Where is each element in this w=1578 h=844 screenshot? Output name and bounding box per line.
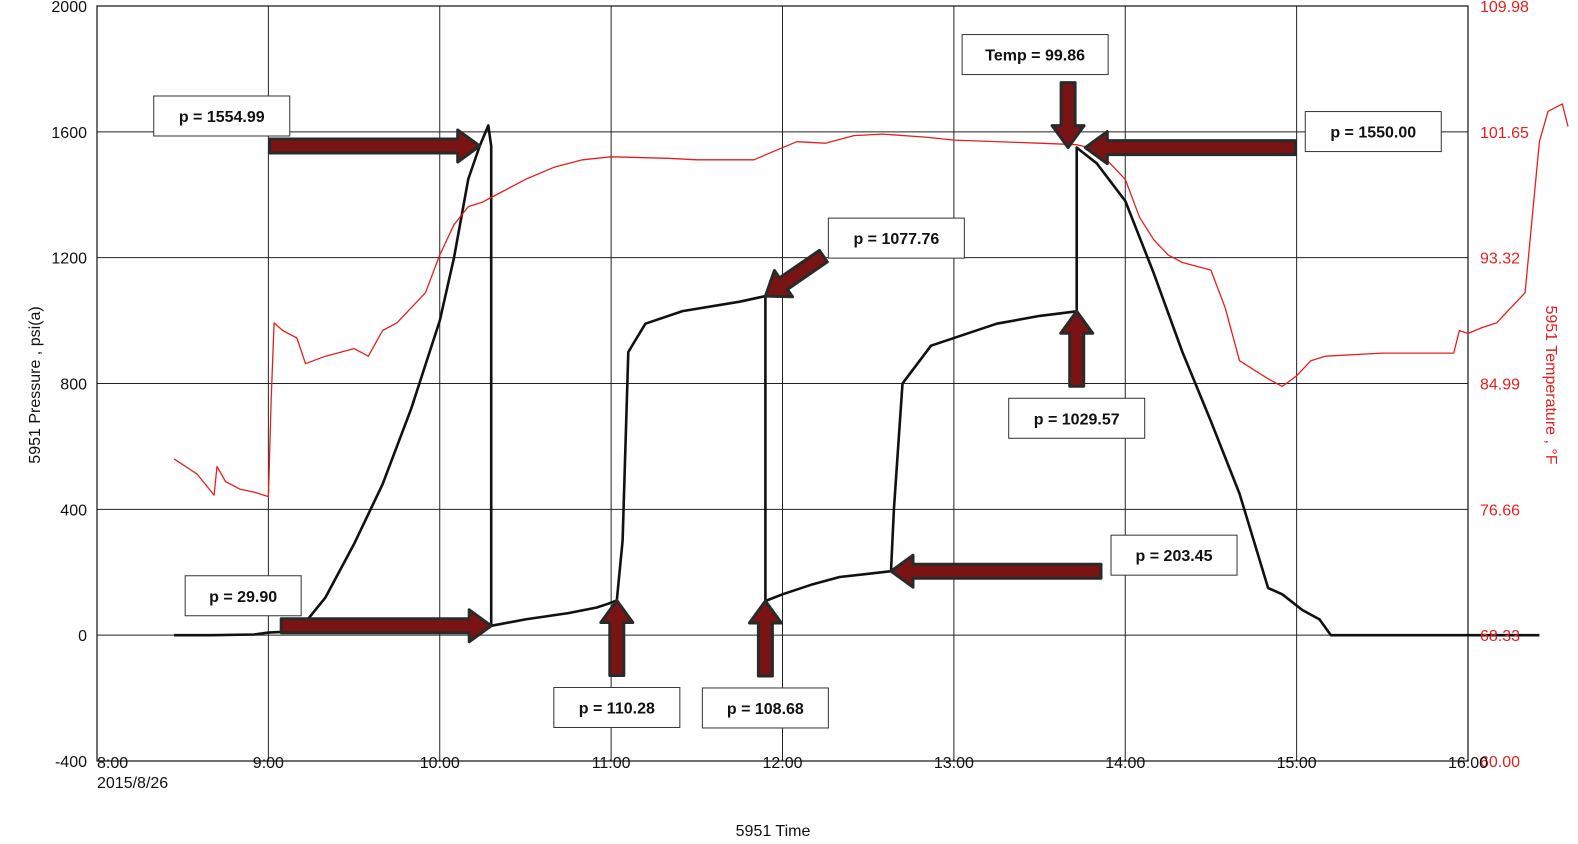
y-tick-label-right: 68.33 — [1480, 628, 1520, 645]
x-tick-label: 9:00 — [253, 755, 284, 772]
callout-box — [701, 687, 829, 729]
callout-arrow — [268, 128, 482, 164]
y-tick-label-right: 101.65 — [1480, 125, 1529, 142]
callout-arrow — [1059, 309, 1095, 388]
callout-arrow — [889, 553, 1103, 589]
y-tick-label-left: -400 — [55, 754, 87, 771]
callout-box — [184, 575, 302, 617]
y-tick-label-left: 400 — [60, 502, 87, 519]
y-tick-label-left: 2000 — [51, 0, 87, 16]
callout-label: p = 1554.99 — [179, 109, 265, 126]
temperature-series-line — [173, 103, 1569, 498]
y-tick-label-right: 76.66 — [1480, 502, 1520, 519]
callout-label: p = 203.45 — [1136, 548, 1213, 565]
x-tick-label: 15:00 — [1277, 755, 1317, 772]
y-tick-label-right: 84.99 — [1480, 377, 1520, 394]
x-axis-label: 5951 Time — [736, 823, 811, 840]
callout-label: Temp = 99.86 — [985, 48, 1085, 65]
tick-labels: -400 0 400 800 1200 1600 2000 60.00 68.33 76.66 84… — [51, 0, 1529, 772]
y-axis-label-right: 5951 Temperature , °F — [1542, 305, 1559, 464]
callout-arrow — [1083, 130, 1297, 166]
callout-box — [153, 95, 291, 137]
x-tick-label: 13:00 — [934, 755, 974, 772]
callout-label: p = 29.90 — [209, 589, 277, 606]
callout-box — [961, 34, 1109, 76]
x-tick-label: 16:00 — [1448, 755, 1488, 772]
y-tick-label-left: 1600 — [51, 125, 87, 142]
y-axis-label-left: 5951 Pressure , psi(a) — [27, 306, 44, 463]
plot-frame — [96, 5, 1469, 762]
x-tick-label: 14:00 — [1105, 755, 1145, 772]
callout-box — [1304, 111, 1442, 153]
callout-arrow — [763, 248, 829, 299]
callout-label: p = 1029.57 — [1034, 411, 1120, 428]
grid-lines — [97, 6, 1468, 761]
y-tick-label-right: 93.32 — [1480, 251, 1520, 268]
callout-label: p = 108.68 — [727, 701, 804, 718]
callout-box — [1008, 397, 1146, 439]
callout-arrow — [1050, 81, 1086, 150]
callout-label: p = 1550.00 — [1330, 125, 1416, 142]
pressure-series-line — [174, 124, 1540, 637]
callout-label: p = 1077.76 — [853, 231, 939, 248]
callout-box — [553, 686, 681, 728]
x-tick-label: 11:00 — [592, 755, 631, 772]
y-tick-label-left: 800 — [60, 377, 87, 394]
x-tick-label: 8:00 — [97, 755, 128, 772]
callout-box — [827, 217, 965, 259]
series-lines — [173, 103, 1569, 637]
x-date-label: 2015/8/26 — [97, 775, 168, 792]
y-tick-label-right: 60.00 — [1480, 754, 1520, 771]
x-tick-label: 12:00 — [762, 755, 802, 772]
callout-arrow — [599, 599, 635, 677]
callout-arrow — [747, 599, 783, 678]
callout-label: p = 110.28 — [579, 700, 655, 717]
annotations: p = 1554.99 p = 29.90 p = 110.28 p = 1077.7… — [153, 34, 1442, 729]
y-tick-label-left: 0 — [78, 628, 87, 645]
y-tick-label-right: 109.98 — [1480, 0, 1529, 16]
callout-arrow — [279, 608, 493, 644]
callout-box — [1110, 534, 1238, 576]
axes — [96, 5, 1469, 762]
x-tick-label: 10:00 — [420, 755, 460, 772]
y-tick-label-left: 1200 — [51, 251, 87, 268]
